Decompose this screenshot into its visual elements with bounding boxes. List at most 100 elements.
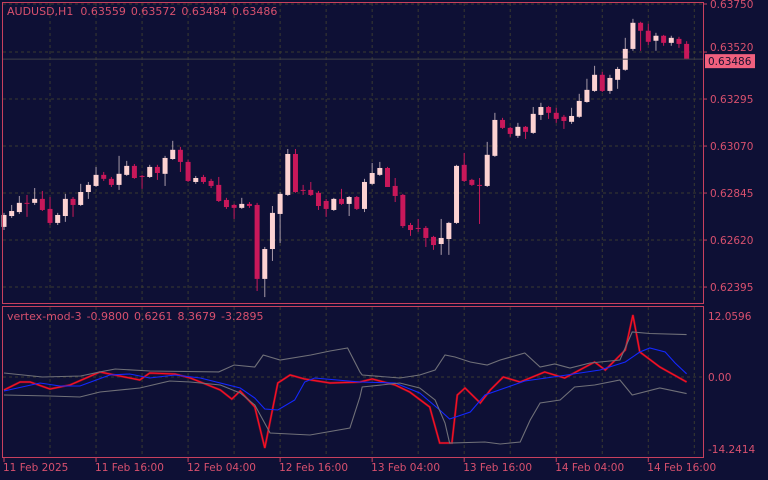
candle-bull: [1, 214, 7, 227]
grid: [3, 3, 703, 457]
candle-bull: [538, 106, 544, 115]
time-tick-label: 13 Feb 16:00: [463, 462, 532, 474]
candle-bear: [338, 198, 344, 204]
indicator-tick-label: 0.00: [708, 372, 731, 384]
candle-bear: [385, 167, 390, 187]
axes: 0.63750 0.63520 0.63295 0.63070 0.62845 0.626…: [3, 0, 756, 474]
ohlc-high: 0.63572: [131, 5, 177, 18]
candle-bear: [645, 30, 651, 42]
current-price-tag: [705, 54, 755, 69]
candle-bear: [507, 127, 513, 134]
candle-bull: [331, 198, 337, 210]
price-tick-label: 0.62845: [710, 188, 753, 200]
candle-bear: [315, 192, 321, 206]
time-tick-label: 12 Feb 16:00: [279, 462, 348, 474]
candle-bear: [661, 35, 667, 43]
candle-bull: [607, 77, 613, 91]
candle-bull: [277, 193, 283, 214]
candle-bear: [392, 185, 398, 196]
candle-bear: [599, 74, 605, 91]
candle-bear: [415, 227, 421, 229]
candle-bull: [346, 197, 352, 204]
candle-bull: [492, 119, 498, 156]
ohlc-low: 0.63484: [181, 5, 227, 18]
candle-bull: [584, 89, 590, 102]
candle-bull: [361, 181, 367, 209]
candle-bull: [85, 184, 91, 192]
candle-bull: [285, 153, 291, 195]
ohlc-open: 0.63559: [80, 5, 126, 18]
candle-bear: [139, 175, 145, 177]
candle-bear: [24, 202, 30, 204]
candle-bear: [400, 194, 406, 227]
candle-bear: [246, 203, 252, 206]
indicator-value-upper: 8.3679: [178, 310, 217, 323]
candle-bull: [592, 74, 598, 91]
candle-bear: [431, 236, 437, 246]
time-tick-label: 14 Feb 04:00: [555, 462, 624, 474]
candle-bear: [223, 199, 229, 208]
price-tick-label: 0.63750: [710, 0, 753, 11]
candle-bear: [477, 184, 483, 186]
candle-bull: [530, 113, 536, 133]
candle-bull: [193, 178, 199, 182]
candle-bear: [461, 164, 467, 181]
candle-bull: [78, 192, 84, 205]
candle-bear: [131, 165, 137, 179]
candle-bear: [684, 43, 690, 60]
indicator-line-upper: [3, 331, 687, 379]
candle-bull: [446, 222, 452, 239]
price-tick-label: 0.63070: [710, 141, 753, 153]
candle-bull: [269, 212, 275, 250]
candle-bear: [154, 166, 160, 173]
candle-bear: [292, 153, 298, 192]
candle-bear: [308, 189, 314, 195]
candle-bull: [262, 249, 268, 279]
candle-bear: [254, 204, 260, 279]
indicator-fast-shadow: [3, 314, 688, 449]
time-tick-label: 13 Feb 04:00: [371, 462, 440, 474]
candle-bear: [500, 119, 506, 128]
ohlc-close: 0.63486: [232, 5, 278, 18]
candle-bear: [300, 189, 306, 191]
candle-bull: [9, 211, 15, 217]
candle-bull: [615, 68, 621, 80]
candle-bull: [653, 35, 659, 41]
candle-bear: [469, 179, 475, 185]
candle-bull: [484, 154, 490, 186]
candle-bull: [515, 126, 521, 136]
candle-bear: [676, 38, 682, 44]
candle-bull: [124, 165, 130, 175]
price-tick-label: 0.63520: [710, 42, 753, 54]
price-tick-label: 0.62620: [710, 235, 753, 247]
indicator-pane-border: [2, 306, 704, 458]
candle-bear: [523, 126, 529, 132]
main-pane-border: [2, 2, 704, 304]
price-header: AUDUSD,H1 0.63559 0.63572 0.63484 0.63486: [7, 5, 277, 18]
indicator-value-fast: -0.9800: [87, 310, 129, 323]
candle-bull: [32, 198, 38, 203]
candle-bear: [561, 116, 567, 121]
candle-bear: [638, 22, 644, 31]
price-tick-label: 0.63295: [710, 94, 753, 106]
indicator-lines: [3, 314, 688, 449]
symbol-timeframe: AUDUSD,H1: [7, 5, 73, 18]
current-price-label: 0.63486: [708, 56, 752, 68]
candle-bull: [170, 149, 176, 159]
indicator-value-lower: -3.2895: [221, 310, 263, 323]
candle-bull: [630, 22, 636, 49]
candle-bull: [116, 173, 122, 185]
candle-bear: [553, 112, 559, 119]
price-tick-label: 0.62395: [710, 282, 753, 294]
indicator-value-slow: 0.6261: [134, 310, 173, 323]
candle-bull: [377, 167, 383, 175]
candle-bear: [423, 227, 429, 238]
time-tick-label: 11 Feb 16:00: [95, 462, 164, 474]
candle-bear: [323, 200, 329, 209]
time-tick-label: 14 Feb 16:00: [647, 462, 716, 474]
candle-bear: [546, 106, 552, 113]
time-tick-label: 12 Feb 04:00: [187, 462, 256, 474]
candle-bull: [62, 198, 68, 217]
candle-bear: [231, 204, 237, 208]
